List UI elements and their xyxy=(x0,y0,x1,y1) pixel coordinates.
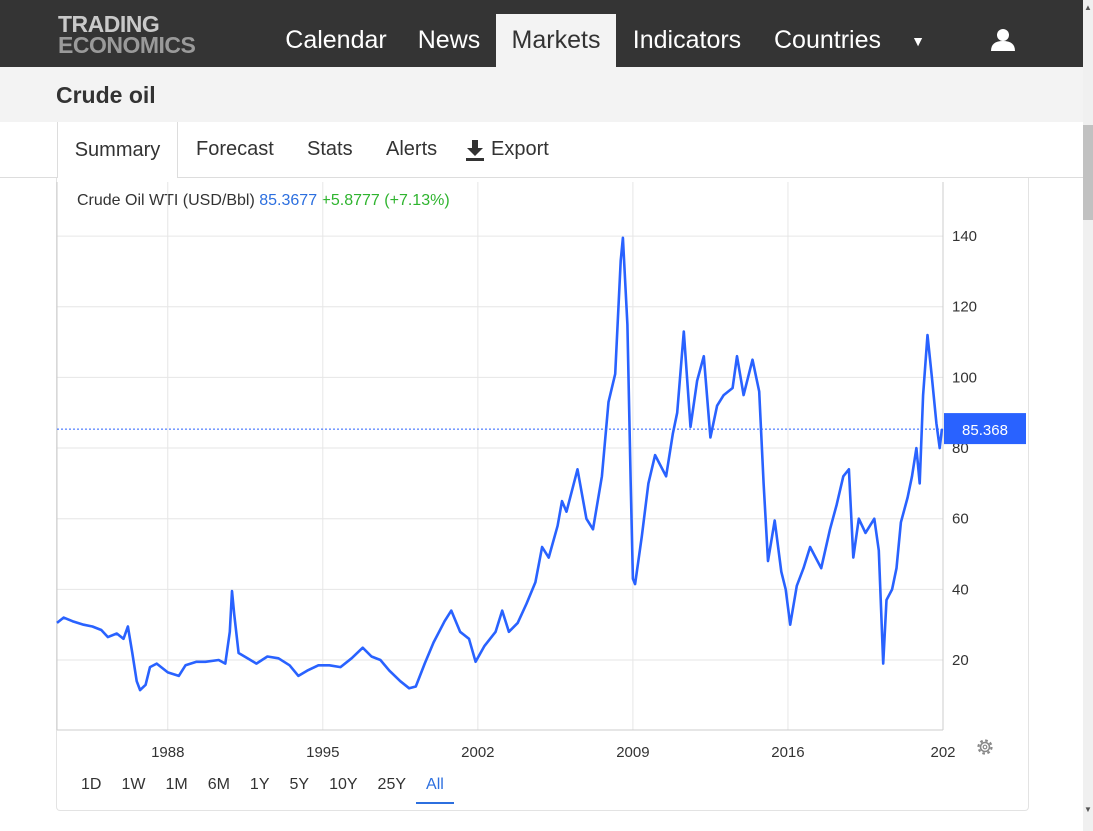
scroll-up-arrow-icon[interactable]: ▲ xyxy=(1084,3,1092,12)
scrollbar-thumb[interactable] xyxy=(1083,125,1093,220)
current-price-label-bg xyxy=(944,413,1026,445)
tab-alerts[interactable]: Alerts xyxy=(386,138,438,160)
y-tick-label: 40 xyxy=(952,581,969,598)
nav-markets[interactable]: Markets xyxy=(496,14,616,67)
nav-news[interactable]: News xyxy=(417,26,481,54)
range-5y[interactable]: 5Y xyxy=(289,776,310,793)
trading-economics-logo[interactable]: TRADING ECONOMICS xyxy=(58,11,196,58)
more-menu-caret-icon[interactable]: ▼ xyxy=(911,32,925,49)
y-tick-label: 60 xyxy=(952,511,969,528)
y-tick-label: 140 xyxy=(952,228,977,245)
nav-calendar[interactable]: Calendar xyxy=(285,26,387,54)
legend-current-value: 85.3677 xyxy=(259,192,318,209)
x-tick-label: 1988 xyxy=(151,744,184,761)
logo-line-1: TRADING xyxy=(58,11,160,37)
user-icon[interactable] xyxy=(990,27,1016,53)
legend-change: +5.8777 (+7.13%) xyxy=(321,192,450,209)
y-tick-label: 20 xyxy=(952,652,969,669)
tab-stats[interactable]: Stats xyxy=(307,138,353,160)
y-tick-label: 120 xyxy=(952,299,977,316)
nav-indicators[interactable]: Indicators xyxy=(632,26,742,54)
range-1d[interactable]: 1D xyxy=(81,776,102,793)
nav-countries[interactable]: Countries xyxy=(774,26,881,54)
range-25y[interactable]: 25Y xyxy=(377,776,407,793)
x-tick-label: 202 xyxy=(930,744,955,761)
range-1m[interactable]: 1M xyxy=(165,776,188,793)
tab-bar: Summary Forecast Stats Alerts Export xyxy=(0,122,1083,178)
export-label: Export xyxy=(491,138,549,160)
current-price-label: 85.368 xyxy=(962,422,1008,439)
chart-legend: Crude Oil WTI (USD/Bbl) 85.3677 +5.8777 … xyxy=(77,192,450,210)
page-scrollbar[interactable]: ▲ ▼ xyxy=(1083,0,1093,831)
settings-gear-icon[interactable] xyxy=(975,737,995,757)
scroll-down-arrow-icon[interactable]: ▼ xyxy=(1084,805,1092,814)
range-all[interactable]: All xyxy=(416,768,454,804)
range-10y[interactable]: 10Y xyxy=(329,776,358,793)
range-selector: 1D 1W 1M 6M 1Y 5Y 10Y 25Y All xyxy=(71,768,454,804)
tab-summary[interactable]: Summary xyxy=(57,122,178,178)
price-series-line xyxy=(56,236,944,692)
x-tick-label: 2016 xyxy=(771,744,804,761)
y-tick-label: 100 xyxy=(952,369,977,386)
range-1y[interactable]: 1Y xyxy=(249,776,270,793)
legend-series-name: Crude Oil WTI (USD/Bbl) xyxy=(77,192,255,209)
range-1w[interactable]: 1W xyxy=(121,776,146,793)
tab-forecast[interactable]: Forecast xyxy=(196,138,274,160)
x-tick-label: 2009 xyxy=(616,744,649,761)
logo-line-2: ECONOMICS xyxy=(58,32,196,58)
x-tick-label: 1995 xyxy=(306,744,339,761)
y-tick-label: 80 xyxy=(952,440,969,457)
tab-export[interactable]: Export xyxy=(465,122,549,177)
x-tick-label: 2002 xyxy=(461,744,494,761)
range-6m[interactable]: 6M xyxy=(207,776,230,793)
page-title: Crude oil xyxy=(56,82,156,108)
download-icon xyxy=(466,139,484,161)
